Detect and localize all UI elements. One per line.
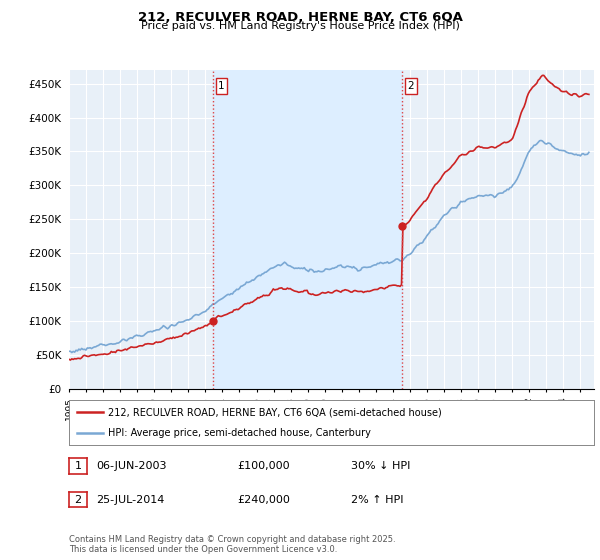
Text: 2: 2 bbox=[74, 494, 82, 505]
Text: HPI: Average price, semi-detached house, Canterbury: HPI: Average price, semi-detached house,… bbox=[109, 428, 371, 438]
Text: £240,000: £240,000 bbox=[237, 494, 290, 505]
Text: 212, RECULVER ROAD, HERNE BAY, CT6 6QA: 212, RECULVER ROAD, HERNE BAY, CT6 6QA bbox=[137, 11, 463, 24]
Text: £100,000: £100,000 bbox=[237, 461, 290, 471]
Text: Contains HM Land Registry data © Crown copyright and database right 2025.
This d: Contains HM Land Registry data © Crown c… bbox=[69, 535, 395, 554]
Text: 1: 1 bbox=[218, 81, 225, 91]
Text: 25-JUL-2014: 25-JUL-2014 bbox=[96, 494, 164, 505]
Text: 1: 1 bbox=[74, 461, 82, 471]
Text: 06-JUN-2003: 06-JUN-2003 bbox=[96, 461, 167, 471]
Text: 2: 2 bbox=[407, 81, 414, 91]
Text: Price paid vs. HM Land Registry's House Price Index (HPI): Price paid vs. HM Land Registry's House … bbox=[140, 21, 460, 31]
Text: 212, RECULVER ROAD, HERNE BAY, CT6 6QA (semi-detached house): 212, RECULVER ROAD, HERNE BAY, CT6 6QA (… bbox=[109, 408, 442, 418]
Bar bbox=[213, 70, 402, 389]
Text: 2% ↑ HPI: 2% ↑ HPI bbox=[351, 494, 404, 505]
Text: 30% ↓ HPI: 30% ↓ HPI bbox=[351, 461, 410, 471]
